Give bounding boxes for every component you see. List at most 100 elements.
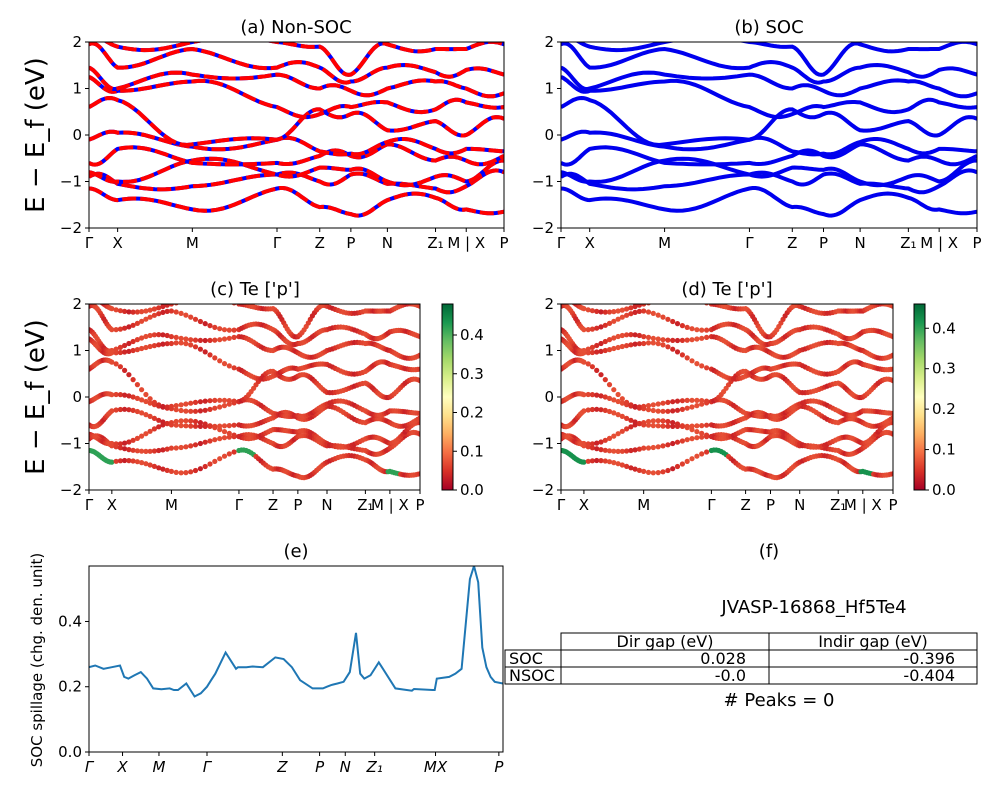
- panel-c-ytick-label: −2: [60, 481, 82, 499]
- projection-point: [594, 446, 600, 452]
- projection-point: [212, 423, 218, 429]
- projection-point: [156, 447, 162, 454]
- panel-b-xtick-label: Γ: [557, 234, 566, 252]
- projection-point: [151, 415, 157, 421]
- projection-point: [704, 422, 710, 428]
- projection-point: [655, 312, 661, 318]
- projection-point: [134, 408, 140, 415]
- projection-point: [156, 465, 162, 471]
- projection-point: [650, 402, 656, 408]
- projection-point: [160, 332, 166, 338]
- projection-point: [679, 423, 686, 429]
- projection-point: [188, 314, 194, 320]
- projection-point: [684, 337, 690, 343]
- panel-b-xtick-label: P: [819, 234, 828, 252]
- projection-point: [650, 470, 656, 476]
- projection-point: [143, 448, 149, 454]
- projection-point: [231, 327, 237, 333]
- projection-point: [113, 441, 119, 447]
- panel-c-ytick-label: 2: [72, 295, 82, 313]
- panel-d-xtick-label: P: [888, 496, 897, 514]
- projection-point: [207, 406, 213, 412]
- panel-c-title: (c) Te ['p']: [210, 279, 300, 300]
- projection-point: [655, 341, 661, 347]
- projection-point: [624, 332, 630, 338]
- nsoc-band-red: [89, 142, 504, 167]
- spillage-series: [89, 566, 503, 698]
- projection-point: [226, 401, 232, 407]
- panel-c-xtick-label: Z₁: [357, 496, 373, 514]
- projection-point: [109, 327, 115, 333]
- projection-point: [674, 439, 681, 445]
- projection-point: [594, 392, 600, 398]
- projection-point: [221, 397, 228, 403]
- projection-point: [173, 418, 179, 425]
- projection-point: [207, 352, 213, 358]
- projection-point: [221, 336, 228, 342]
- projection-point: [130, 338, 136, 345]
- projection-point: [134, 448, 140, 454]
- projection-point: [113, 391, 119, 398]
- panel-a-xtick-label: M: [186, 234, 199, 252]
- projection-point: [202, 321, 208, 327]
- projection-point: [207, 438, 213, 444]
- projection-point: [178, 470, 184, 476]
- projection-point: [183, 401, 189, 407]
- projection-point: [147, 448, 153, 454]
- projection-point: [134, 320, 140, 326]
- projection-point: [192, 337, 199, 343]
- panel-d-xtick-label: Γ: [707, 496, 716, 514]
- projection-point: [594, 440, 600, 446]
- projection-point: [207, 337, 213, 343]
- projection-point: [183, 444, 189, 450]
- projection-point: [598, 348, 604, 354]
- projection-point: [632, 341, 638, 347]
- projection-point: [168, 422, 174, 428]
- panel-d-ytick-label: 1: [544, 342, 554, 360]
- panel-a-ytick-label: 0: [72, 126, 82, 144]
- nsoc-band-red: [89, 42, 504, 85]
- soc-band: [561, 156, 977, 188]
- projection-point: [164, 332, 170, 339]
- panel-b-xtick-label: X: [585, 234, 595, 252]
- projection-point: [598, 393, 604, 399]
- projection-point: [699, 327, 705, 333]
- projection-point: [143, 308, 149, 314]
- projection-point: [628, 424, 634, 430]
- projection-point: [619, 428, 625, 434]
- projection-point: [151, 312, 157, 318]
- projection-point: [173, 403, 179, 409]
- projection-point: [139, 397, 145, 403]
- colorbar-d-tick-label: 0.3: [932, 360, 956, 378]
- projection-point: [173, 309, 179, 315]
- projection-point: [628, 465, 634, 471]
- projection-point: [117, 364, 123, 370]
- panel-d-xtick-label: N: [794, 496, 805, 514]
- projection-point: [122, 342, 128, 349]
- projection-point: [890, 415, 893, 421]
- projection-point: [109, 440, 115, 447]
- projection-point: [645, 422, 652, 428]
- projection-point: [168, 445, 174, 451]
- projection-point: [212, 458, 218, 464]
- projection-point: [611, 410, 617, 416]
- projection-point: [130, 447, 136, 453]
- projection-point: [164, 341, 170, 347]
- projection-point: [602, 338, 608, 345]
- projection-point: [619, 448, 625, 454]
- panel-b-xtick-label: M | X: [920, 234, 958, 252]
- projection-point: [598, 340, 604, 347]
- colorbar-c-tick-label: 0.1: [460, 442, 484, 460]
- colorbar-ticks: 0.0 0.1 0.2 0.3 0.4 0.0 0.1 0.2 0.3 0.4: [453, 319, 956, 499]
- projection-point: [192, 467, 199, 474]
- projection-point: [694, 435, 700, 441]
- projection-point: [589, 326, 596, 332]
- soc-band: [561, 168, 977, 195]
- projection-point: [139, 433, 145, 439]
- projection-point: [122, 349, 128, 355]
- projection-point: [417, 352, 420, 358]
- projection-point: [568, 298, 573, 303]
- nsoc-band-red: [89, 186, 504, 218]
- projection-point: [660, 342, 666, 348]
- panel-b-xtick-label: Z: [787, 234, 797, 252]
